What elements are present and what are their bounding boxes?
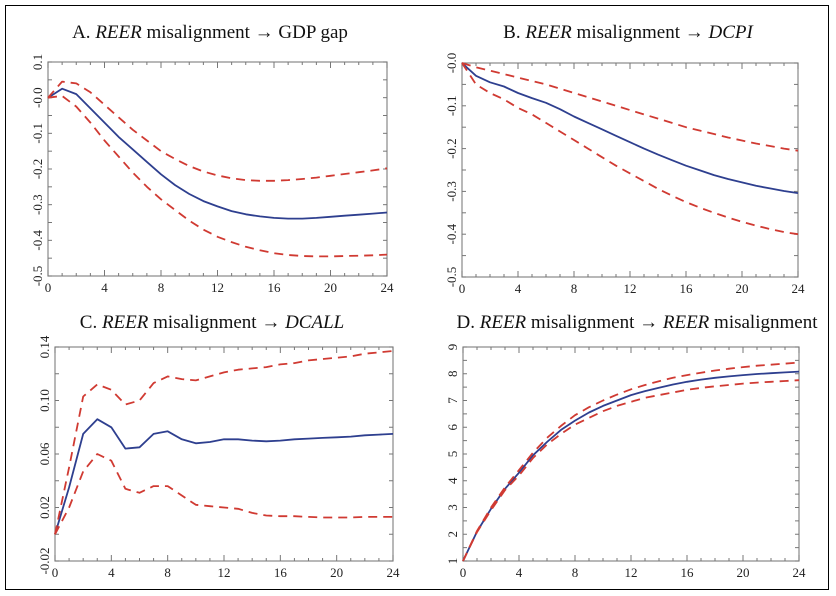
upper-band-line xyxy=(54,350,394,535)
y-tick-label: 2 xyxy=(445,531,460,538)
x-tick-label: 4 xyxy=(516,565,523,580)
y-tick-label: 1 xyxy=(445,558,460,565)
lower-band-line xyxy=(47,95,388,258)
title-part: REER xyxy=(94,22,142,43)
x-tick-label: 24 xyxy=(387,565,401,580)
title-part: D. xyxy=(457,312,480,333)
y-tick-label: -0.2 xyxy=(444,138,459,159)
title-part: B. xyxy=(503,22,525,43)
x-tick-label: 0 xyxy=(459,281,466,296)
y-tick-label: 0.06 xyxy=(37,442,52,465)
lower-band-line xyxy=(461,62,799,236)
x-tick-label: 0 xyxy=(52,565,59,580)
x-tick-label: 8 xyxy=(572,565,579,580)
plot-area xyxy=(54,346,394,562)
title-part: C. xyxy=(80,312,102,333)
panel-title: C. REER misalignment → DCALL xyxy=(80,312,344,333)
title-part: misalignment xyxy=(709,312,818,333)
title-part: misalignment → xyxy=(526,312,663,333)
title-part: REER xyxy=(479,312,527,333)
x-tick-label: 8 xyxy=(164,565,171,580)
x-tick-label: 24 xyxy=(793,565,807,580)
title-part: REER xyxy=(662,312,710,333)
y-tick-label: 5 xyxy=(445,451,460,458)
x-tick-label: 12 xyxy=(218,565,231,580)
x-tick-label: 0 xyxy=(45,280,52,295)
x-tick-label: 24 xyxy=(381,280,395,295)
plot-area xyxy=(47,61,388,277)
title-part: misalignment → xyxy=(572,22,709,43)
y-tick-label: 0.1 xyxy=(30,54,45,70)
plot-area xyxy=(461,62,799,278)
response-line xyxy=(461,62,799,194)
figure-frame xyxy=(5,5,829,590)
y-tick-label: 0.14 xyxy=(37,335,52,358)
panel-c: C. REER misalignment → DCALL 0 4 8 12 16 20 24 -… xyxy=(37,312,400,580)
title-part: misalignment → GDP gap xyxy=(142,22,348,43)
panel-b: B. REER misalignment → DCPI 0 4 8 12 16 20 24 -0… xyxy=(444,22,805,296)
x-tick-label: 12 xyxy=(625,565,638,580)
y-tick-label: 9 xyxy=(445,344,460,351)
y-tick-label: -0.1 xyxy=(30,123,45,144)
x-tick-label: 20 xyxy=(324,280,337,295)
y-tick-label: -0.3 xyxy=(30,194,45,215)
y-tick-label: 0.02 xyxy=(37,496,52,519)
lower-band-line xyxy=(462,379,800,562)
y-tick-label: -0.5 xyxy=(30,266,45,287)
x-tick-label: 20 xyxy=(330,565,343,580)
title-part: DCPI xyxy=(707,22,754,43)
x-tick-label: 16 xyxy=(268,280,282,295)
response-line xyxy=(462,370,800,562)
x-tick-label: 4 xyxy=(515,281,522,296)
y-tick-label: 6 xyxy=(445,424,460,431)
y-tick-label: -0.5 xyxy=(444,267,459,288)
lower-band-line xyxy=(54,453,393,535)
x-tick-label: 8 xyxy=(158,280,165,295)
y-tick-label: 7 xyxy=(445,397,460,404)
panel-d: D. REER misalignment → REER misalignment… xyxy=(445,312,818,580)
title-part: misalignment → xyxy=(148,312,285,333)
title-part: REER xyxy=(524,22,572,43)
y-tick-label: 8 xyxy=(445,371,460,378)
panel-a: A. REER misalignment → GDP gap 0 4 8 12 16 20 2… xyxy=(30,22,394,295)
x-tick-label: 16 xyxy=(274,565,288,580)
x-tick-label: 20 xyxy=(737,565,750,580)
x-tick-label: 20 xyxy=(736,281,749,296)
title-part: DCALL xyxy=(284,312,344,333)
y-tick-label: -0.0 xyxy=(30,87,45,108)
response-line xyxy=(47,87,388,220)
x-tick-label: 4 xyxy=(108,565,115,580)
y-tick-label: -0.4 xyxy=(30,230,45,251)
y-tick-label: 0.10 xyxy=(37,389,52,412)
panel-title: A. REER misalignment → GDP gap xyxy=(72,22,348,43)
x-tick-label: 16 xyxy=(680,281,694,296)
upper-band-line xyxy=(462,361,800,562)
y-tick-label: 3 xyxy=(445,504,460,511)
x-tick-label: 4 xyxy=(101,280,108,295)
panel-title: B. REER misalignment → DCPI xyxy=(503,22,754,43)
y-tick-label: -0.0 xyxy=(444,53,459,74)
x-tick-label: 16 xyxy=(681,565,695,580)
x-tick-label: 8 xyxy=(571,281,578,296)
x-tick-label: 12 xyxy=(624,281,637,296)
y-tick-label: -0.3 xyxy=(444,181,459,202)
upper-band-line xyxy=(461,62,799,152)
y-tick-label: -0.2 xyxy=(30,159,45,180)
y-tick-label: -0.1 xyxy=(444,96,459,117)
y-tick-label: -0.4 xyxy=(444,223,459,244)
x-tick-label: 0 xyxy=(460,565,467,580)
panel-title: D. REER misalignment → REER misalignment xyxy=(457,312,819,333)
response-line xyxy=(54,418,394,535)
x-tick-label: 12 xyxy=(211,280,224,295)
y-tick-label: -0.02 xyxy=(37,547,52,574)
y-tick-label: 4 xyxy=(445,477,460,484)
x-tick-label: 24 xyxy=(792,281,806,296)
title-part: REER xyxy=(101,312,149,333)
plot-area xyxy=(462,346,800,562)
upper-band-line xyxy=(47,80,388,182)
title-part: A. xyxy=(72,22,95,43)
